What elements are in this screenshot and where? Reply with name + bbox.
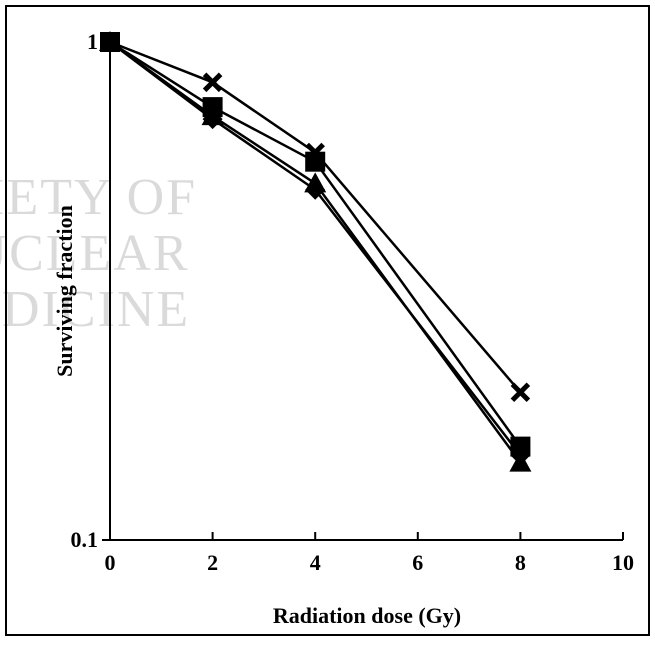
data-series — [100, 32, 531, 457]
series-line — [109, 40, 522, 394]
x-tick-label: 0 — [105, 550, 116, 575]
diamond-marker — [510, 445, 531, 466]
series-line — [109, 40, 522, 448]
x-marker — [202, 72, 223, 93]
x-axis-label: Radiation dose (Gy) — [273, 603, 461, 628]
x-tick-label: 10 — [612, 550, 634, 575]
x-tick-label: 6 — [412, 550, 423, 575]
series-line — [109, 41, 522, 456]
y-axis-label: Surviving fraction — [52, 205, 77, 377]
x-marker-stroke — [510, 382, 531, 403]
data-series — [99, 31, 532, 472]
data-series — [100, 32, 531, 466]
x-tick-label: 4 — [310, 550, 321, 575]
square-marker — [305, 151, 326, 172]
axes — [109, 32, 623, 541]
data-series — [100, 32, 531, 403]
diamond-marker — [100, 32, 120, 52]
ticks: 0 2 4 6 8 10 0.1 1 — [71, 29, 635, 575]
x-tick-label: 8 — [515, 550, 526, 575]
x-tick-label: 2 — [207, 550, 218, 575]
diamond-marker — [305, 179, 326, 200]
y-tick-label: 0.1 — [71, 527, 99, 552]
outer-border — [5, 5, 650, 636]
x-marker-stroke — [202, 72, 223, 93]
diamond-marker — [202, 109, 223, 130]
x-marker — [510, 382, 531, 403]
series-line — [109, 40, 522, 464]
y-tick-label: 1 — [87, 29, 98, 54]
series-group — [99, 31, 532, 472]
